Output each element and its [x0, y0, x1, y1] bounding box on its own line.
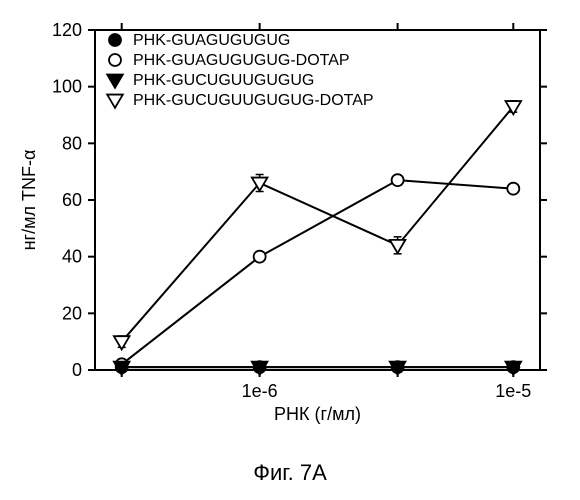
- legend-label: PHK-GUCUGUUGUGUG-DOTAP: [133, 92, 374, 109]
- legend-label: PHK-GUAGUGUGUG-DOTAP: [133, 52, 350, 69]
- y-tick-label: 60: [62, 190, 82, 210]
- marker-open-down-triangle: [114, 336, 130, 349]
- marker-filled-down-triangle: [107, 75, 123, 88]
- y-tick-label: 0: [72, 360, 82, 380]
- x-axis-label: РНК (г/мл): [274, 404, 361, 424]
- y-tick-label: 80: [62, 133, 82, 153]
- marker-filled-circle: [109, 34, 121, 46]
- y-tick-label: 120: [52, 20, 82, 40]
- series-line: [122, 180, 514, 364]
- chart-container: 0 20 40 60 80 100 120 1e-6 1e-5 РНК (г/мл) нг/мл T…: [0, 0, 580, 500]
- x-tick-label: 1e-6: [242, 381, 278, 401]
- figure-caption: Фиг. 7A: [0, 460, 580, 486]
- chart-svg: 0 20 40 60 80 100 120 1e-6 1e-5 РНК (г/мл) нг/мл T…: [0, 0, 580, 500]
- marker-open-circle: [254, 251, 266, 263]
- marker-open-circle: [109, 54, 121, 66]
- legend-label: PHK-GUAGUGUGUG: [133, 32, 290, 49]
- x-tick-label: 1e-5: [495, 381, 531, 401]
- y-tick-label: 40: [62, 247, 82, 267]
- y-tick-label: 100: [52, 77, 82, 97]
- marker-open-circle: [507, 183, 519, 195]
- marker-open-down-triangle: [107, 95, 123, 108]
- y-axis-label: нг/мл TNF-α: [19, 150, 39, 251]
- legend-label: PHK-GUCUGUUGUGUG: [133, 72, 314, 89]
- marker-open-down-triangle: [390, 240, 406, 253]
- y-tick-label: 20: [62, 303, 82, 323]
- marker-open-circle: [392, 174, 404, 186]
